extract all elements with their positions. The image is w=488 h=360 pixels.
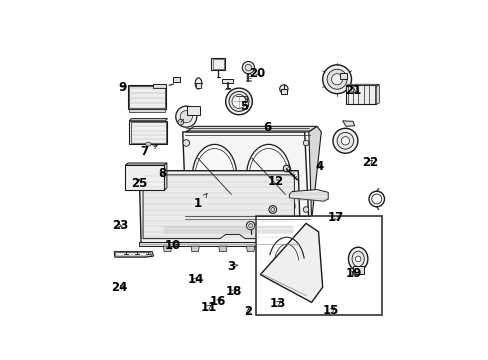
Bar [280, 89, 286, 94]
Ellipse shape [178, 120, 183, 125]
Polygon shape [186, 126, 317, 132]
Bar [211, 58, 224, 69]
Ellipse shape [183, 140, 189, 146]
Bar [346, 85, 375, 104]
Text: 16: 16 [209, 295, 225, 308]
Ellipse shape [351, 251, 364, 267]
Ellipse shape [279, 85, 287, 93]
Ellipse shape [242, 62, 254, 74]
Text: 18: 18 [225, 285, 241, 298]
Text: 13: 13 [269, 297, 285, 310]
Text: 22: 22 [361, 156, 377, 169]
Bar [222, 79, 232, 82]
Bar [125, 165, 164, 190]
Polygon shape [289, 190, 327, 201]
Polygon shape [375, 85, 379, 104]
Ellipse shape [249, 149, 287, 204]
Text: 20: 20 [249, 67, 265, 80]
Polygon shape [308, 126, 321, 221]
Bar [212, 59, 224, 69]
Polygon shape [260, 223, 322, 302]
Text: 19: 19 [345, 267, 361, 280]
Text: 11: 11 [200, 301, 216, 314]
Bar [195, 84, 201, 87]
Polygon shape [114, 252, 153, 257]
Text: 14: 14 [187, 273, 203, 286]
Text: 12: 12 [267, 175, 283, 188]
Ellipse shape [195, 78, 202, 89]
Ellipse shape [331, 74, 342, 85]
Ellipse shape [195, 149, 233, 204]
Text: 8: 8 [158, 167, 166, 180]
Bar [129, 121, 167, 144]
Ellipse shape [246, 144, 290, 208]
Polygon shape [125, 163, 166, 165]
Bar [129, 86, 165, 108]
Ellipse shape [326, 69, 346, 89]
Ellipse shape [348, 247, 367, 270]
Polygon shape [163, 246, 171, 252]
Polygon shape [340, 73, 346, 79]
Bar [352, 266, 363, 274]
Ellipse shape [341, 136, 349, 145]
Polygon shape [139, 171, 300, 243]
Bar [129, 109, 165, 112]
Text: 9: 9 [118, 81, 126, 94]
Ellipse shape [175, 106, 197, 127]
Text: 2: 2 [244, 305, 252, 318]
Text: 21: 21 [345, 84, 361, 97]
Bar [186, 107, 200, 115]
Ellipse shape [355, 256, 360, 262]
Ellipse shape [336, 132, 353, 149]
Polygon shape [139, 242, 298, 246]
Text: 15: 15 [322, 304, 339, 317]
Text: 4: 4 [315, 160, 324, 173]
Ellipse shape [268, 206, 276, 213]
Polygon shape [246, 246, 254, 252]
Polygon shape [164, 163, 166, 190]
Ellipse shape [225, 88, 252, 115]
Text: 7: 7 [141, 145, 157, 158]
Ellipse shape [145, 142, 151, 146]
Ellipse shape [228, 91, 248, 111]
Ellipse shape [244, 64, 251, 71]
Bar [131, 122, 165, 143]
Polygon shape [218, 246, 226, 252]
Ellipse shape [322, 65, 351, 94]
Ellipse shape [192, 144, 236, 208]
Text: 25: 25 [131, 177, 147, 190]
Polygon shape [191, 246, 199, 252]
Text: 1: 1 [193, 194, 206, 211]
Bar [173, 77, 180, 82]
Ellipse shape [236, 92, 247, 101]
Polygon shape [342, 121, 354, 126]
Bar [128, 85, 166, 109]
Text: 3: 3 [227, 260, 238, 273]
Ellipse shape [283, 165, 289, 172]
Polygon shape [183, 132, 308, 221]
Text: 17: 17 [327, 211, 344, 224]
Ellipse shape [303, 207, 308, 212]
Ellipse shape [332, 128, 357, 153]
Polygon shape [129, 118, 167, 121]
Ellipse shape [248, 224, 252, 228]
Ellipse shape [303, 140, 308, 146]
Polygon shape [163, 226, 296, 233]
Text: 6: 6 [263, 121, 271, 134]
Ellipse shape [183, 206, 189, 213]
Ellipse shape [270, 208, 274, 211]
Text: 23: 23 [111, 219, 128, 232]
Polygon shape [183, 221, 311, 226]
Polygon shape [346, 84, 379, 85]
Polygon shape [233, 226, 263, 232]
Text: 5: 5 [240, 100, 248, 113]
Ellipse shape [180, 111, 192, 123]
Polygon shape [153, 84, 166, 87]
Ellipse shape [246, 221, 254, 230]
Text: 10: 10 [164, 239, 181, 252]
Ellipse shape [232, 94, 245, 108]
Polygon shape [143, 175, 294, 239]
FancyBboxPatch shape [255, 216, 381, 315]
Text: 24: 24 [111, 281, 128, 294]
